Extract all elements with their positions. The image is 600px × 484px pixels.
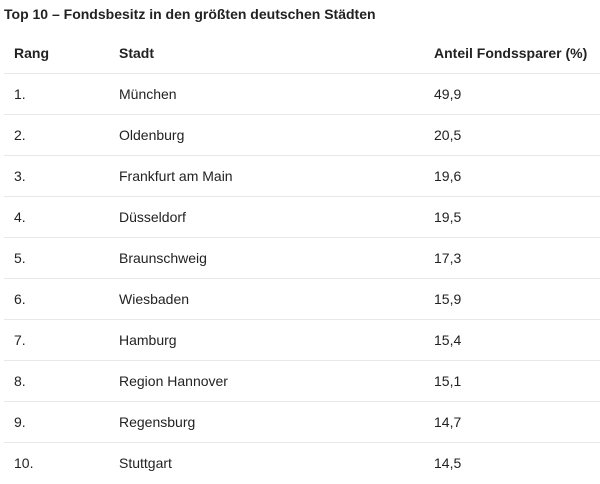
cell-rank: 4. (4, 196, 109, 238)
cell-share: 19,5 (424, 196, 600, 238)
ranking-table: Rang Stadt Anteil Fondssparer (%) 1. Münc… (4, 33, 600, 483)
cell-share: 19,6 (424, 155, 600, 197)
table-row: 5. Braunschweig 17,3 (4, 237, 600, 279)
table-row: 9. Regensburg 14,7 (4, 401, 600, 443)
header-city: Stadt (109, 33, 424, 74)
cell-city: Frankfurt am Main (109, 155, 424, 197)
table-row: 4. Düsseldorf 19,5 (4, 196, 600, 238)
cell-rank: 9. (4, 401, 109, 443)
cell-city: Regensburg (109, 401, 424, 443)
cell-rank: 10. (14, 455, 34, 471)
table-row: 7. Hamburg 15,4 (4, 319, 600, 361)
cell-city: München (109, 73, 424, 115)
cell-share: 14,7 (424, 401, 600, 443)
cell-share: 15,9 (424, 278, 600, 320)
table-row: 2. Oldenburg 20,5 (4, 114, 600, 156)
cell-rank: 7. (4, 319, 109, 361)
cell-rank: 1. (4, 73, 109, 115)
cell-share: 20,5 (424, 114, 600, 156)
cell-city: Wiesbaden (109, 278, 424, 320)
cell-city: Oldenburg (109, 114, 424, 156)
cell-city: Stuttgart (119, 455, 172, 471)
cell-share: 49,9 (424, 73, 600, 115)
cell-city: Region Hannover (109, 360, 424, 402)
cell-share: 14,5 (434, 455, 462, 471)
table-row: 10. Stuttgart 14,5 (4, 443, 600, 484)
table-row: 1. München 49,9 (4, 73, 600, 115)
table-row: 6. Wiesbaden 15,9 (4, 278, 600, 320)
cell-share: 15,4 (424, 319, 600, 361)
cell-rank: 5. (4, 237, 109, 279)
cell-share: 17,3 (424, 237, 600, 279)
cell-share: 15,1 (424, 360, 600, 402)
cell-rank: 3. (4, 155, 109, 197)
cell-city: Braunschweig (109, 237, 424, 279)
cell-city: Düsseldorf (109, 196, 424, 238)
cell-rank: 2. (4, 114, 109, 156)
header-share: Anteil Fondssparer (%) (424, 33, 600, 74)
cell-rank: 6. (4, 278, 109, 320)
table-row: 3. Frankfurt am Main 19,6 (4, 155, 600, 197)
cell-city: Hamburg (109, 319, 424, 361)
header-rank: Rang (4, 33, 109, 74)
table-row: 8. Region Hannover 15,1 (4, 360, 600, 402)
cell-rank: 8. (4, 360, 109, 402)
table-title: Top 10 – Fondsbesitz in den größten deut… (4, 6, 376, 22)
table-header-row: Rang Stadt Anteil Fondssparer (%) (4, 33, 600, 74)
